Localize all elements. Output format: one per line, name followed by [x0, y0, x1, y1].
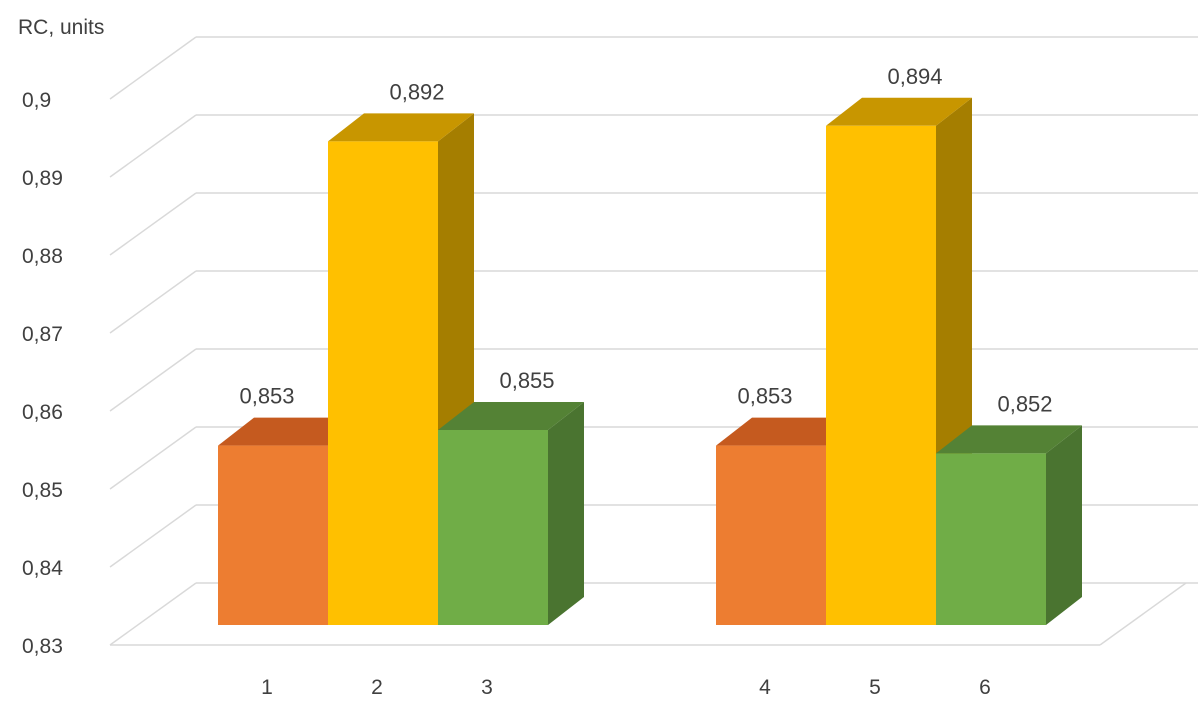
- gridline-diagonal: [109, 114, 197, 178]
- y-tick-label: 0,89: [22, 167, 63, 190]
- y-axis-ticks: 0,83 0,84 0,85 0,86 0,87 0,88 0,89 0,9: [22, 89, 63, 658]
- bar-3: [438, 402, 584, 625]
- bar-front: [716, 445, 826, 625]
- y-tick-label: 0,87: [22, 323, 63, 346]
- x-tick-label: 5: [869, 676, 881, 699]
- x-tick-label: 4: [759, 676, 771, 699]
- bar-5: [826, 97, 972, 626]
- bar-top: [438, 402, 584, 430]
- x-tick-label: 2: [371, 676, 383, 699]
- bar-front: [826, 125, 936, 626]
- data-label: 0,853: [239, 384, 294, 409]
- y-tick-label: 0,9: [22, 89, 51, 112]
- bar-top: [826, 97, 972, 126]
- data-label: 0,853: [737, 384, 792, 409]
- gridline-diagonal: [109, 582, 197, 646]
- bar-front: [218, 445, 328, 625]
- y-tick-label: 0,85: [22, 479, 63, 502]
- y-tick-label: 0,84: [22, 557, 63, 580]
- y-tick-label: 0,86: [22, 401, 63, 424]
- x-tick-label: 3: [481, 676, 493, 699]
- floor-right-edge: [1099, 582, 1187, 646]
- y-tick-label: 0,88: [22, 245, 63, 268]
- bar-front: [328, 141, 438, 625]
- bar-6: [936, 425, 1082, 625]
- x-axis-ticks: 1 2 3 4 5 6: [261, 676, 991, 699]
- bar-side: [1046, 425, 1082, 625]
- x-tick-label: 6: [979, 676, 991, 699]
- data-label: 0,894: [887, 64, 942, 89]
- bar-2: [328, 113, 474, 626]
- gridline-diagonal: [109, 348, 197, 412]
- gridline-diagonal: [109, 426, 197, 490]
- bar-top: [716, 417, 862, 446]
- x-tick-label: 1: [261, 676, 273, 699]
- gridline-diagonal: [109, 270, 197, 334]
- gridline-diagonal: [109, 36, 197, 100]
- data-labels: 0,853 0,892 0,855 0,853 0,894 0,852: [239, 64, 1052, 417]
- bar-front: [936, 453, 1046, 625]
- gridline-diagonal: [109, 504, 197, 568]
- gridline-diagonal: [109, 192, 197, 256]
- data-label: 0,855: [499, 368, 554, 393]
- bar-top: [218, 417, 364, 446]
- y-tick-label: 0,83: [22, 635, 63, 658]
- bar-top: [936, 425, 1082, 454]
- bar-side: [548, 402, 584, 625]
- data-label: 0,892: [389, 79, 444, 104]
- bar-top: [328, 113, 474, 142]
- bars: [218, 97, 1082, 626]
- bar-front: [438, 430, 548, 625]
- data-label: 0,852: [997, 391, 1052, 416]
- y-axis-title: RC, units: [18, 16, 104, 39]
